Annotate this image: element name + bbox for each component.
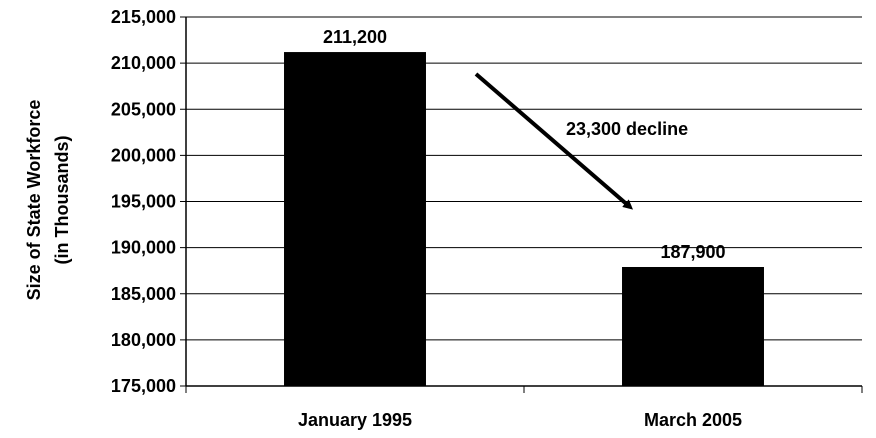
y-tick-label: 210,000: [111, 53, 176, 73]
bar: [284, 52, 426, 387]
category-label: March 2005: [644, 410, 742, 430]
data-label: 211,200: [323, 27, 387, 47]
y-tick-label: 205,000: [111, 99, 176, 119]
decline-arrow: [474, 72, 634, 210]
y-axis-title-line2: (in Thousands): [52, 136, 72, 265]
y-tick-label: 175,000: [111, 376, 176, 396]
y-tick-label: 195,000: [111, 192, 176, 212]
data-label: 187,900: [660, 242, 725, 262]
y-tick-label: 180,000: [111, 330, 176, 350]
category-labels: January 1995 March 2005: [298, 410, 742, 430]
bar: [622, 266, 764, 386]
y-tick-labels: 175,000 180,000 185,000 190,000 195,000 200,0…: [111, 7, 176, 396]
category-label: January 1995: [298, 410, 412, 430]
decline-annotation: 23,300 decline: [566, 119, 688, 139]
y-tick-label: 185,000: [111, 284, 176, 304]
y-axis-title-line1: Size of State Workforce: [24, 100, 44, 301]
y-tick-label: 215,000: [111, 7, 176, 27]
axes: [185, 17, 863, 393]
y-tick-label: 200,000: [111, 145, 176, 165]
data-labels: 211,200 187,900: [323, 27, 726, 262]
y-tick-label: 190,000: [111, 238, 176, 258]
bars: [284, 52, 764, 387]
